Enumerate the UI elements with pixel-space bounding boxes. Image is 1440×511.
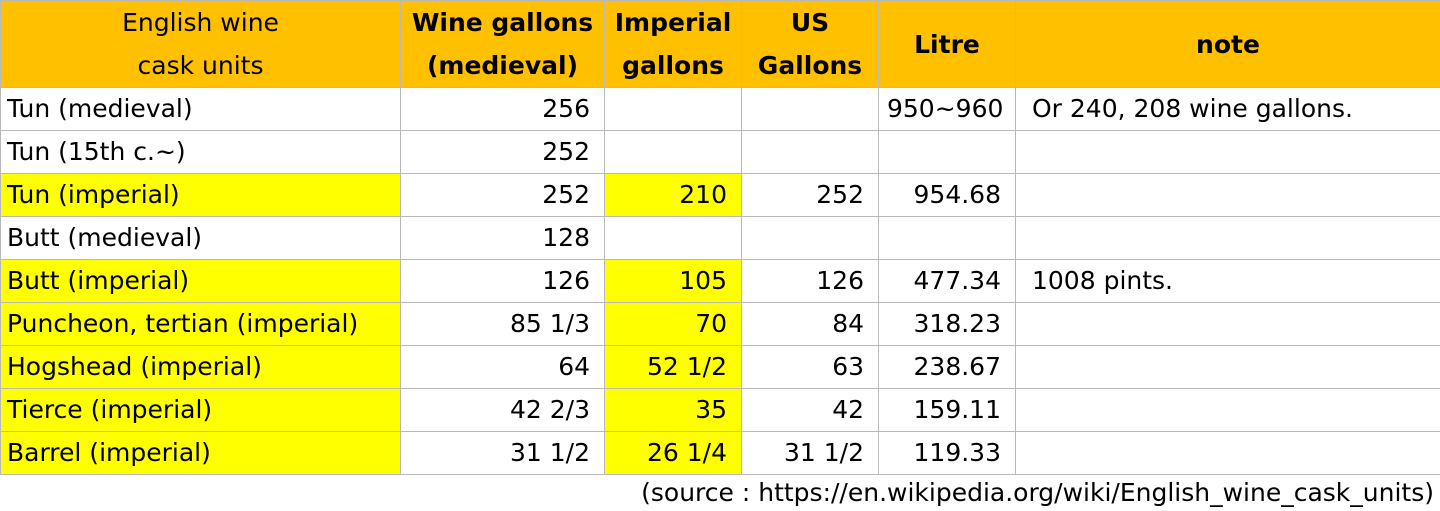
cell-us-gallons bbox=[742, 217, 879, 260]
cell-imperial-gallons bbox=[605, 217, 742, 260]
cell-litre bbox=[879, 131, 1016, 174]
table-row: Tun (15th c.~)252 bbox=[1, 131, 1440, 174]
cell-note bbox=[1016, 217, 1440, 260]
header-line: Gallons bbox=[758, 51, 862, 80]
cell-us-gallons bbox=[742, 88, 879, 131]
header-line: US bbox=[791, 8, 829, 37]
cell-imperial-gallons: 70 bbox=[605, 303, 742, 346]
cell-wine-gallons: 126 bbox=[401, 260, 605, 303]
cell-us-gallons: 31 1/2 bbox=[742, 432, 879, 475]
cell-litre: 159.11 bbox=[879, 389, 1016, 432]
cell-wine-gallons: 252 bbox=[401, 131, 605, 174]
cell-us-gallons: 84 bbox=[742, 303, 879, 346]
cell-us-gallons bbox=[742, 131, 879, 174]
header-litre: Litre bbox=[879, 1, 1016, 88]
header-line: Litre bbox=[914, 30, 980, 59]
cell-wine-gallons: 85 1/3 bbox=[401, 303, 605, 346]
header-line: gallons bbox=[622, 51, 724, 80]
cell-imperial-gallons: 35 bbox=[605, 389, 742, 432]
cell-wine-gallons: 256 bbox=[401, 88, 605, 131]
cell-litre: 954.68 bbox=[879, 174, 1016, 217]
cell-note bbox=[1016, 432, 1440, 475]
cell-litre: 119.33 bbox=[879, 432, 1016, 475]
cell-wine-gallons: 64 bbox=[401, 346, 605, 389]
cell-litre: 318.23 bbox=[879, 303, 1016, 346]
cell-litre bbox=[879, 217, 1016, 260]
cell-note bbox=[1016, 346, 1440, 389]
cell-litre: 950~960 bbox=[879, 88, 1016, 131]
cell-us-gallons: 42 bbox=[742, 389, 879, 432]
cell-litre: 238.67 bbox=[879, 346, 1016, 389]
header-note: note bbox=[1016, 1, 1440, 88]
cell-note bbox=[1016, 389, 1440, 432]
cell-imperial-gallons: 105 bbox=[605, 260, 742, 303]
cell-unit-name: Puncheon, tertian (imperial) bbox=[1, 303, 401, 346]
table-row: Butt (medieval)128 bbox=[1, 217, 1440, 260]
header-line: (medieval) bbox=[427, 51, 578, 80]
cell-wine-gallons: 31 1/2 bbox=[401, 432, 605, 475]
cell-litre: 477.34 bbox=[879, 260, 1016, 303]
cell-imperial-gallons: 26 1/4 bbox=[605, 432, 742, 475]
cell-unit-name: Tun (imperial) bbox=[1, 174, 401, 217]
cell-imperial-gallons: 52 1/2 bbox=[605, 346, 742, 389]
cell-note: 1008 pints. bbox=[1016, 260, 1440, 303]
cell-unit-name: Tun (15th c.~) bbox=[1, 131, 401, 174]
header-imperial-gallons: Imperial gallons bbox=[605, 1, 742, 88]
cell-wine-gallons: 128 bbox=[401, 217, 605, 260]
cell-note bbox=[1016, 303, 1440, 346]
source-citation: (source : https://en.wikipedia.org/wiki/… bbox=[641, 475, 1434, 511]
header-row: English wine cask units Wine gallons (medi… bbox=[1, 1, 1440, 88]
header-line: Wine gallons bbox=[412, 8, 593, 37]
cell-unit-name: Tierce (imperial) bbox=[1, 389, 401, 432]
cell-unit-name: Tun (medieval) bbox=[1, 88, 401, 131]
cell-imperial-gallons bbox=[605, 131, 742, 174]
header-line: cask units bbox=[138, 51, 264, 80]
cell-unit-name: Barrel (imperial) bbox=[1, 432, 401, 475]
cell-us-gallons: 252 bbox=[742, 174, 879, 217]
header-line: English wine bbox=[122, 8, 279, 37]
cell-imperial-gallons bbox=[605, 88, 742, 131]
cell-note bbox=[1016, 131, 1440, 174]
cell-unit-name: Butt (medieval) bbox=[1, 217, 401, 260]
cell-us-gallons: 126 bbox=[742, 260, 879, 303]
cell-unit-name: Butt (imperial) bbox=[1, 260, 401, 303]
cell-note: Or 240, 208 wine gallons. bbox=[1016, 88, 1440, 131]
cask-units-table: English wine cask units Wine gallons (medi… bbox=[0, 0, 1440, 475]
header-line: Imperial bbox=[615, 8, 732, 37]
cell-unit-name: Hogshead (imperial) bbox=[1, 346, 401, 389]
cell-wine-gallons: 42 2/3 bbox=[401, 389, 605, 432]
header-unit-name: English wine cask units bbox=[1, 1, 401, 88]
header-us-gallons: US Gallons bbox=[742, 1, 879, 88]
header-line: note bbox=[1196, 30, 1260, 59]
header-wine-gallons: Wine gallons (medieval) bbox=[401, 1, 605, 88]
cell-us-gallons: 63 bbox=[742, 346, 879, 389]
cell-wine-gallons: 252 bbox=[401, 174, 605, 217]
cell-imperial-gallons: 210 bbox=[605, 174, 742, 217]
cell-note bbox=[1016, 174, 1440, 217]
